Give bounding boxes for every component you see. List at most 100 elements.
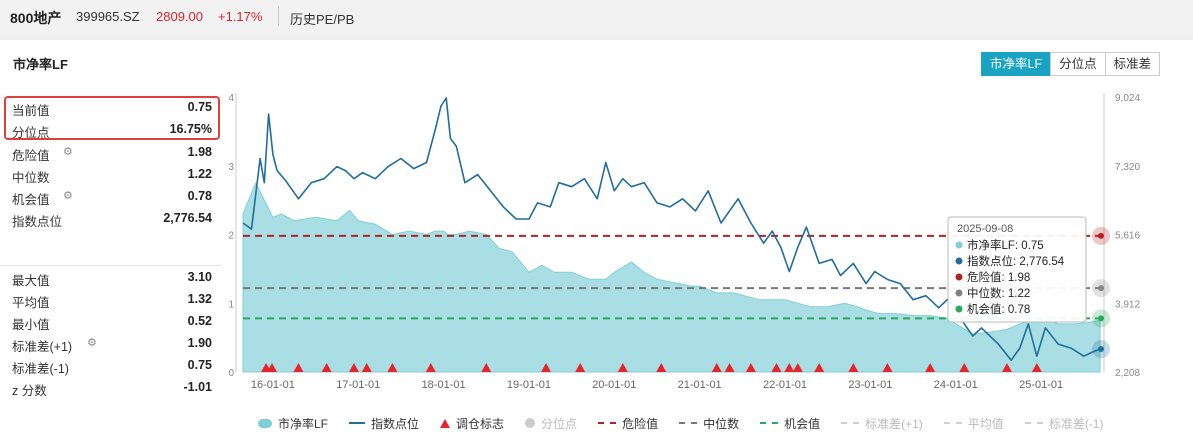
stat-max-value: 3.10 xyxy=(187,270,212,284)
legend-item[interactable]: 平均值 xyxy=(943,415,1004,432)
tooltip-dot xyxy=(955,305,963,313)
legend-item[interactable]: 分位点 xyxy=(525,415,577,432)
rebalance-marker xyxy=(617,363,628,372)
x-tick-label: 21-01-01 xyxy=(678,379,722,391)
tooltip-row: 指数点位: 2,776.54 xyxy=(967,254,1065,268)
rebalance-marker xyxy=(848,363,859,372)
stat-index-label: 指数点位 xyxy=(12,215,63,229)
legend-symbol xyxy=(943,422,962,424)
gear-icon[interactable]: ⚙ xyxy=(87,337,97,349)
stats-divider xyxy=(0,265,222,266)
y-left-tick-label: 0 xyxy=(228,368,234,379)
stat-min-label: 最小值 xyxy=(12,318,50,332)
rebalance-marker xyxy=(293,363,304,372)
rebalance-marker xyxy=(656,363,667,372)
x-tick-label: 24-01-01 xyxy=(934,379,978,391)
legend-item[interactable]: 机会值 xyxy=(760,415,820,432)
legend-symbol xyxy=(349,422,366,424)
x-tick-label: 23-01-01 xyxy=(848,379,892,391)
legend-label: 市净率LF xyxy=(278,416,329,431)
legend-item[interactable]: 标准差(-1) xyxy=(1024,415,1104,432)
end-dot xyxy=(1098,346,1104,353)
stat-average-value: 1.32 xyxy=(187,292,212,306)
stat-max-label: 最大值 xyxy=(12,274,50,288)
stat-percentile: 分位点 16.75% xyxy=(12,120,212,140)
top-bar: 800地产 399965.SZ 2809.00 +1.17% 历史PE/PB xyxy=(0,0,1193,34)
x-tick-label: 16-01-01 xyxy=(251,379,295,391)
x-tick-label: 20-01-01 xyxy=(592,379,636,391)
legend-item[interactable]: 中位数 xyxy=(679,415,739,432)
x-tick-label: 17-01-01 xyxy=(336,379,380,391)
tab-std-dev[interactable]: 标准差 xyxy=(1104,52,1161,76)
stat-median: 中位数 1.22 xyxy=(12,165,212,185)
y-right-tick-label: 7,320 xyxy=(1115,162,1140,173)
x-tick-label: 22-01-01 xyxy=(763,379,807,391)
y-left-tick-label: 2 xyxy=(228,231,234,242)
stat-danger-value: 1.98 xyxy=(187,145,212,159)
rebalance-marker xyxy=(387,363,398,372)
stat-chance-value: 0.78 xyxy=(187,189,212,203)
legend-item[interactable]: 危险值 xyxy=(598,415,658,432)
tooltip-row: 危险值: 1.98 xyxy=(967,270,1030,284)
legend-label: 分位点 xyxy=(541,416,578,431)
x-tick-label: 19-01-01 xyxy=(507,379,551,391)
index-code: 399965.SZ xyxy=(76,9,140,24)
legend-label: 标准差(+1) xyxy=(865,416,923,431)
tooltip-dot xyxy=(955,241,963,249)
stat-average-label: 平均值 xyxy=(12,296,50,310)
rebalance-marker xyxy=(575,363,586,372)
rebalance-marker xyxy=(925,363,936,372)
legend-label: 标准差(-1) xyxy=(1048,416,1104,431)
stat-zscore: z 分数 -1.01 xyxy=(12,378,212,398)
legend-label: 平均值 xyxy=(967,416,1004,431)
tab-pb-lf[interactable]: 市净率LF xyxy=(981,52,1052,76)
stat-min: 最小值 0.52 xyxy=(12,312,212,332)
tooltip-row: 机会值: 0.78 xyxy=(967,302,1030,316)
y-right-tick-label: 9,024 xyxy=(1115,93,1140,104)
rebalance-marker xyxy=(959,363,970,372)
y-left-tick-label: 3 xyxy=(228,162,234,173)
stat-percentile-value: 16.75% xyxy=(169,122,212,136)
stat-std-plus-label: 标准差(+1) xyxy=(12,340,73,354)
panel-title: 市净率LF xyxy=(13,57,68,72)
tooltip-date: 2025-09-08 xyxy=(957,223,1013,235)
legend-label: 机会值 xyxy=(784,416,821,431)
legend-item[interactable]: 调仓标志 xyxy=(440,415,504,432)
stat-index: 指数点位 2,776.54 xyxy=(12,209,212,229)
stat-chance-label: 机会值 xyxy=(12,193,50,207)
rebalance-marker xyxy=(724,363,735,372)
end-dot xyxy=(1098,232,1104,239)
stat-median-value: 1.22 xyxy=(187,167,212,181)
stat-std-minus: 标准差(-1) 0.75 xyxy=(12,356,212,376)
history-pe-pb-link[interactable]: 历史PE/PB xyxy=(290,12,355,27)
end-dot xyxy=(1098,285,1104,292)
legend-symbol xyxy=(258,418,272,428)
gear-icon[interactable]: ⚙ xyxy=(63,190,73,202)
y-right-tick-label: 2,208 xyxy=(1115,368,1140,379)
legend-label: 中位数 xyxy=(703,416,740,431)
stat-std-minus-label: 标准差(-1) xyxy=(12,362,69,376)
gear-icon[interactable]: ⚙ xyxy=(63,146,73,158)
rebalance-marker xyxy=(481,363,492,372)
rebalance-marker xyxy=(425,363,436,372)
rebalance-marker xyxy=(745,363,756,372)
legend-item[interactable]: 市净率LF xyxy=(258,415,328,432)
legend-symbol xyxy=(525,418,536,428)
rebalance-marker xyxy=(348,363,359,372)
legend-item[interactable]: 标准差(+1) xyxy=(841,415,923,432)
tooltip-dot xyxy=(955,289,963,297)
rebalance-marker xyxy=(361,363,372,372)
legend-item[interactable]: 指数点位 xyxy=(349,415,419,432)
index-name: 800地产 xyxy=(10,10,62,26)
rebalance-marker xyxy=(1001,363,1012,372)
tooltip-row: 市净率LF: 0.75 xyxy=(967,238,1044,252)
tooltip-row: 中位数: 1.22 xyxy=(967,286,1030,300)
legend-label: 指数点位 xyxy=(371,416,420,431)
rebalance-marker xyxy=(1031,363,1042,372)
rebalance-marker xyxy=(882,363,893,372)
stat-index-value: 2,776.54 xyxy=(163,211,212,225)
tab-percentile[interactable]: 分位点 xyxy=(1050,52,1106,76)
legend-symbol xyxy=(440,418,451,428)
stat-std-plus: 标准差(+1) ⚙ 1.90 xyxy=(12,334,212,354)
